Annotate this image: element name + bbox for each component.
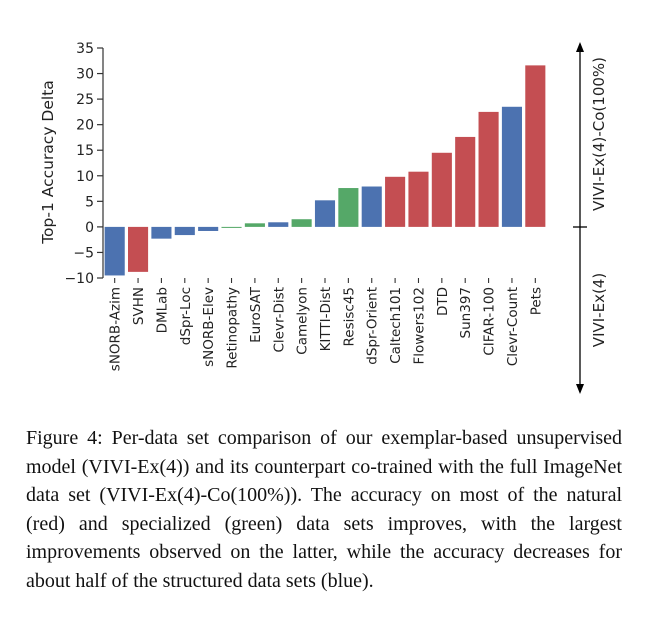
x-tick-label: DTD <box>435 287 451 316</box>
x-tick-label: KITTI-Dist <box>318 287 334 351</box>
bar-chart: −10 −5 0 5 10 15 20 25 30 35 sNORB-Azim SVHN DMLab d… <box>39 41 608 394</box>
bar <box>151 226 172 239</box>
bar <box>221 226 242 228</box>
bar <box>385 176 406 227</box>
figure-caption: Figure 4: Per-data set comparison of our… <box>26 427 622 592</box>
y-tick-label: −5 <box>73 245 94 261</box>
y-tick-label: 35 <box>76 41 94 57</box>
bar <box>361 186 382 227</box>
x-tick-label: sNORB-Elev <box>201 287 217 367</box>
bar <box>128 226 149 272</box>
side-label-bottom: VIVI-Ex(4) <box>590 273 608 347</box>
bar <box>244 223 265 227</box>
y-axis-title: Top-1 Accuracy Delta <box>39 80 57 245</box>
x-tick-label: Clevr-Count <box>505 287 521 366</box>
x-tick-label: EuroSAT <box>248 286 264 343</box>
bar <box>338 188 359 227</box>
bar <box>104 226 125 276</box>
x-tick-label: Camelyon <box>295 287 311 355</box>
x-tick-label: Caltech101 <box>388 287 404 364</box>
x-tick-label: Clevr-Dist <box>271 287 287 353</box>
bar <box>431 152 452 227</box>
x-tick-label: dSpr-Loc <box>178 287 194 345</box>
x-tick-label: Retinopathy <box>225 287 241 369</box>
side-label-top: VIVI-Ex(4)-Co(100%) <box>590 57 608 211</box>
bar <box>198 226 219 231</box>
x-tick-label: DMLab <box>154 287 170 333</box>
y-axis: −10 −5 0 5 10 15 20 25 30 35 <box>64 41 104 287</box>
bar <box>408 171 429 227</box>
y-tick-label: 30 <box>76 67 94 83</box>
bar <box>525 65 546 227</box>
x-tick-label: sNORB-Azim <box>108 287 124 371</box>
bar <box>174 226 195 236</box>
x-tick-label: Flowers102 <box>411 287 427 364</box>
bar <box>291 219 312 227</box>
y-tick-label: 25 <box>76 92 94 108</box>
bar <box>455 136 476 227</box>
x-tick-label: Pets <box>528 287 544 315</box>
bar <box>314 200 336 227</box>
y-tick-label: 0 <box>85 220 94 236</box>
x-tick-label: dSpr-Orient <box>365 287 381 365</box>
x-tick-label: CIFAR-100 <box>482 287 498 356</box>
bars <box>104 65 546 276</box>
side-annotation: VIVI-Ex(4)-Co(100%) VIVI-Ex(4) <box>573 42 608 394</box>
y-tick-label: 5 <box>85 194 94 210</box>
bar <box>478 111 499 227</box>
x-tick-label: Sun397 <box>458 287 474 338</box>
x-tick-label: SVHN <box>131 287 147 325</box>
y-tick-label: 20 <box>76 118 94 134</box>
y-tick-label: 10 <box>76 169 94 185</box>
x-tick-label: Resisc45 <box>341 287 357 347</box>
y-tick-label: 15 <box>76 143 94 159</box>
bar <box>501 106 522 227</box>
side-arrow-down-head <box>576 384 584 394</box>
y-tick-label: −10 <box>64 271 94 287</box>
category-labels: sNORB-Azim SVHN DMLab dSpr-Loc sNORB-Elev Ret… <box>108 278 544 371</box>
bar <box>268 222 289 227</box>
side-arrow-up-head <box>576 42 584 52</box>
